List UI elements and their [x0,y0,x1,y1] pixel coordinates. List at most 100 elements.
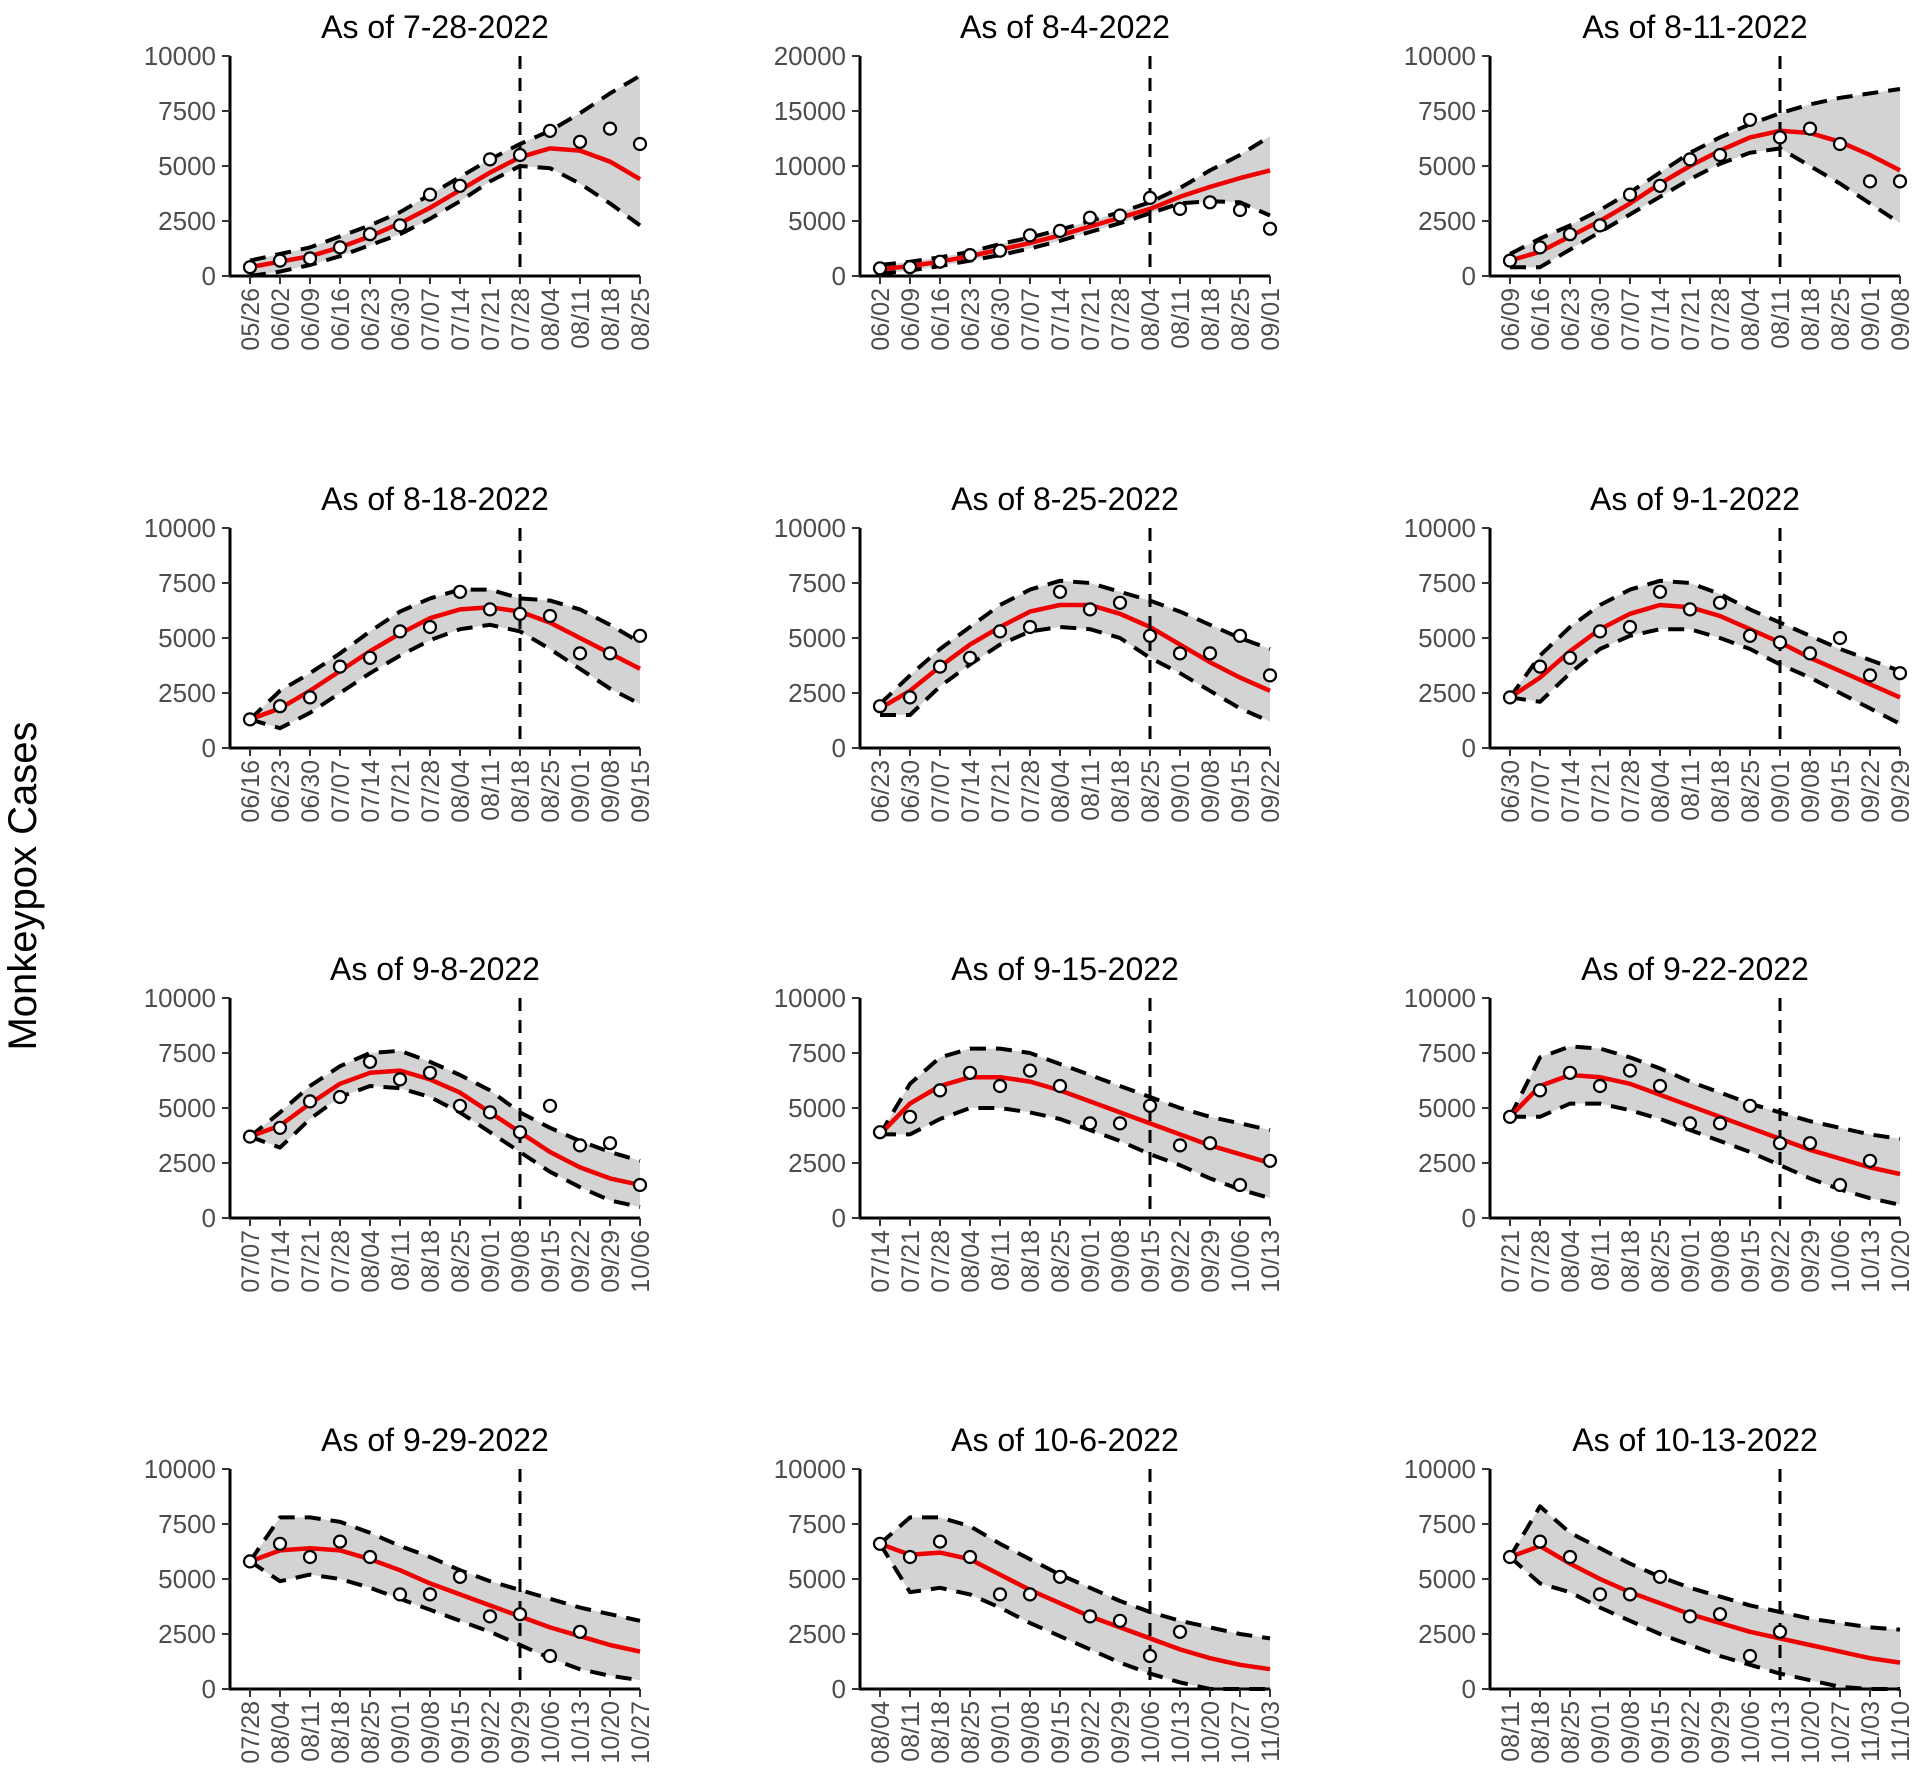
upper-bound-line [1508,578,1901,699]
x-tick-label: 06/16 [327,288,355,351]
x-tick-label: 09/29 [1197,1230,1225,1293]
lower-bound-line [248,1559,641,1683]
observed-point [1802,646,1818,661]
panel-title: As of 9-22-2022 [1581,951,1809,987]
x-tick-label: 07/07 [1017,288,1045,351]
x-tick-label: 09/22 [1077,1701,1105,1764]
x-tick-label: 07/28 [417,760,445,823]
observed-point [962,1549,978,1565]
lower-bound-line [1510,146,1902,270]
y-tick-label: 10000 [774,1454,846,1484]
x-tick-label: 09/22 [1257,760,1285,823]
observed-point [1142,628,1158,643]
x-tick-label: 08/18 [1527,1701,1555,1764]
x-tick-label: 09/22 [1857,760,1885,823]
x-tick-label: 09/08 [1797,760,1825,823]
x-tick-label: 07/28 [237,1701,265,1764]
upper-bound-line [878,578,1271,706]
x-tick-label: 08/04 [1737,288,1765,351]
observed-point [1052,1078,1068,1094]
y-tick-label: 10000 [144,983,216,1013]
observed-point [1832,630,1848,646]
confidence-band [880,580,1270,722]
y-tick-label: 5000 [1418,1093,1476,1123]
observed-point [242,712,258,727]
x-tick-label: 09/08 [1107,1230,1135,1293]
x-tick-label: 09/29 [1887,760,1915,823]
x-tick-label: 08/18 [1197,288,1225,351]
x-tick-label: 07/14 [1047,288,1075,351]
x-tick-label: 07/07 [237,1230,265,1293]
observed-point [512,1607,528,1622]
observed-point [1562,1549,1578,1565]
x-tick-label: 08/25 [1647,1230,1675,1293]
y-tick-label: 10000 [774,151,846,181]
y-tick-label: 0 [1462,1203,1476,1233]
x-tick-label: 08/25 [627,288,655,351]
observed-point [1832,136,1848,152]
observed-point [422,619,438,635]
x-tick-label: 09/15 [1227,760,1255,823]
y-tick-label: 2500 [788,1148,846,1178]
x-tick-label: 07/07 [927,760,955,823]
observed-point [1652,178,1668,193]
x-tick-label: 06/16 [927,288,955,351]
observed-point [1532,659,1548,674]
x-tick-label: 10/06 [1227,1230,1255,1293]
x-tick-label: 08/25 [1737,760,1765,823]
x-tick-label: 07/21 [1497,1230,1525,1293]
x-tick-label: 08/18 [927,1701,955,1764]
x-tick-label: 07/21 [987,760,1015,823]
confidence-band [1510,1046,1900,1205]
x-tick-label: 10/20 [1887,1230,1915,1293]
observed-point [1892,666,1908,681]
observed-point [272,253,288,268]
y-tick-label: 2500 [1418,1148,1476,1178]
panel-title: As of 8-11-2022 [1582,9,1807,45]
x-tick-label: 09/01 [987,1701,1015,1764]
observed-point [1622,187,1638,202]
observed-point [1202,195,1218,210]
x-tick-label: 06/09 [297,288,325,351]
x-tick-label: 09/01 [1257,288,1285,351]
observed-point [1112,1116,1128,1131]
observed-point [392,624,408,639]
x-tick-label: 10/13 [1167,1701,1195,1764]
panel-title: As of 7-28-2022 [321,9,549,45]
observed-point [632,1177,648,1193]
observed-point [1502,1109,1518,1124]
y-tick-label: 2500 [158,678,216,708]
x-tick-label: 09/29 [597,1230,625,1293]
y-tick-label: 2500 [788,1619,846,1649]
upper-bound-line [1509,87,1901,256]
y-tick-label: 5000 [158,151,216,181]
x-tick-label: 08/18 [417,1230,445,1293]
x-tick-label: 10/06 [1137,1701,1165,1764]
x-tick-label: 08/11 [297,1701,325,1762]
upper-bound-line [248,1048,641,1163]
x-tick-label: 08/18 [327,1701,355,1764]
observed-point [1772,635,1788,650]
x-tick-label: 09/29 [507,1701,535,1764]
x-tick-label: 08/04 [357,1230,385,1293]
observed-point [362,1549,378,1565]
x-tick-label: 08/18 [1617,1230,1645,1293]
x-tick-label: 10/27 [627,1701,655,1764]
y-tick-label: 0 [1462,261,1476,291]
observed-point [1112,208,1128,223]
observed-point [872,1125,888,1140]
lower-bound-line [249,164,642,278]
observed-point [422,1587,438,1602]
x-tick-label: 09/22 [1677,1701,1705,1764]
x-tick-label: 09/01 [1677,1230,1705,1293]
confidence-band [1510,1506,1900,1689]
x-tick-label: 09/01 [1587,1701,1615,1764]
observed-point [242,1129,258,1144]
observed-point [392,1072,408,1087]
y-tick-label: 5000 [788,1564,846,1594]
